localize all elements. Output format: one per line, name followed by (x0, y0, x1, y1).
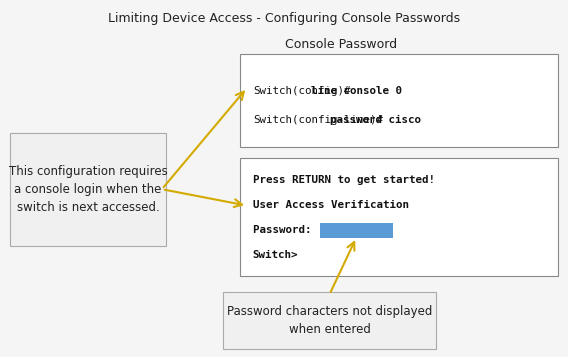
FancyBboxPatch shape (10, 133, 166, 246)
Text: Console Password: Console Password (285, 38, 397, 51)
Text: Press RETURN to get started!: Press RETURN to get started! (253, 175, 435, 185)
Text: User Access Verification: User Access Verification (253, 200, 409, 210)
Text: line console 0: line console 0 (311, 86, 402, 96)
Text: Switch(config)#: Switch(config)# (253, 86, 350, 96)
Text: password cisco: password cisco (330, 115, 421, 125)
FancyBboxPatch shape (240, 54, 558, 147)
Text: Limiting Device Access - Configuring Console Passwords: Limiting Device Access - Configuring Con… (108, 12, 460, 25)
Text: Switch>: Switch> (253, 250, 298, 260)
Text: This configuration requires
a console login when the
switch is next accessed.: This configuration requires a console lo… (9, 165, 168, 214)
FancyBboxPatch shape (320, 223, 393, 238)
FancyBboxPatch shape (223, 292, 436, 349)
Text: Password characters not displayed
when entered: Password characters not displayed when e… (227, 305, 432, 336)
Text: Password:: Password: (253, 225, 318, 235)
Text: Switch(config-line)#: Switch(config-line)# (253, 115, 383, 125)
FancyBboxPatch shape (240, 158, 558, 276)
